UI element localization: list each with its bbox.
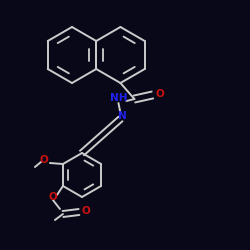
Text: O: O	[48, 192, 57, 202]
Text: O: O	[82, 206, 90, 216]
Text: N: N	[118, 111, 127, 121]
Text: O: O	[155, 89, 164, 99]
Text: NH: NH	[110, 93, 127, 103]
Text: O: O	[40, 155, 48, 165]
